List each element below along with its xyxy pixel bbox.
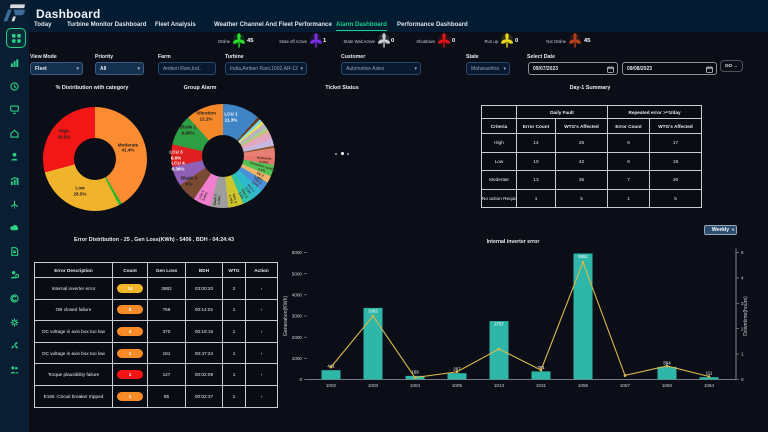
svg-text:1031: 1031: [536, 383, 547, 388]
svg-text:297: 297: [453, 367, 461, 372]
svg-text:1002: 1002: [326, 383, 337, 388]
svg-text:2: 2: [741, 326, 744, 331]
svg-text:Downtime(hours): Downtime(hours): [743, 296, 749, 336]
svg-text:111: 111: [706, 371, 713, 376]
svg-text:0: 0: [299, 377, 302, 382]
svg-text:1060: 1060: [662, 383, 673, 388]
svg-text:3: 3: [741, 301, 744, 306]
svg-text:3382: 3382: [368, 308, 378, 313]
svg-text:1: 1: [741, 352, 744, 357]
svg-text:0: 0: [741, 377, 744, 382]
svg-text:2000: 2000: [292, 335, 303, 340]
svg-text:5951: 5951: [578, 254, 588, 259]
svg-text:1000: 1000: [292, 356, 303, 361]
svg-text:1004: 1004: [410, 383, 421, 388]
svg-text:4: 4: [741, 276, 744, 281]
svg-text:1005: 1005: [452, 383, 463, 388]
svg-text:594: 594: [663, 360, 671, 365]
svg-text:169: 169: [411, 369, 419, 374]
svg-text:381: 381: [537, 365, 545, 370]
svg-text:4000: 4000: [292, 292, 303, 297]
svg-text:1003: 1003: [368, 383, 379, 388]
svg-text:1057: 1057: [620, 383, 631, 388]
svg-text:Generation(KWh): Generation(KWh): [283, 296, 289, 337]
svg-text:3000: 3000: [292, 314, 303, 319]
svg-text:5: 5: [741, 250, 744, 255]
svg-text:1064: 1064: [704, 383, 715, 388]
svg-text:Internal inverter error: Internal inverter error: [487, 239, 540, 245]
svg-text:5000: 5000: [292, 271, 303, 276]
svg-text:6000: 6000: [292, 250, 303, 255]
svg-text:1055: 1055: [578, 383, 589, 388]
svg-text:1013: 1013: [494, 383, 505, 388]
svg-text:2757: 2757: [494, 322, 504, 327]
